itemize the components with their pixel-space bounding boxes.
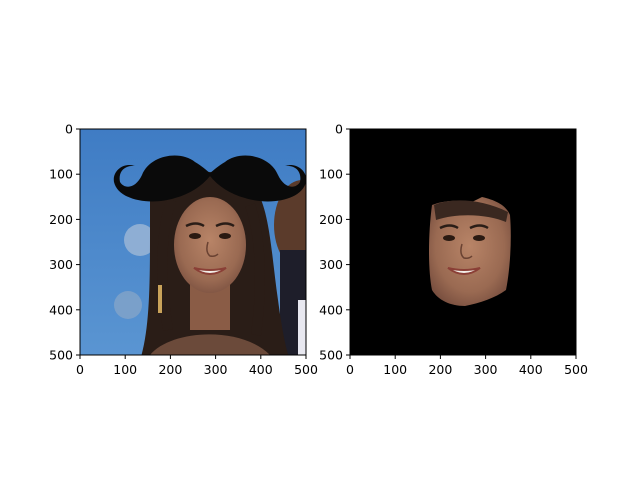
right-photo (350, 129, 576, 355)
left-x-tick-label-100: 100 (113, 362, 137, 377)
right-x-tick-label-400: 400 (519, 362, 543, 377)
left-photo (80, 129, 306, 355)
left-x-tick-label-200: 200 (158, 362, 182, 377)
left-axes-frame (79, 128, 307, 356)
right-x-tick-label-300: 300 (474, 362, 498, 377)
right-y-tick-label-400: 400 (319, 302, 343, 317)
left-y-tick-label-200: 200 (49, 212, 73, 227)
right-x-tick-label-0: 0 (346, 362, 354, 377)
left-x-tick-label-300: 300 (204, 362, 228, 377)
right-x-tick-label-100: 100 (383, 362, 407, 377)
left-y-tick-label-0: 0 (65, 122, 73, 137)
right-y-tick-label-0: 0 (335, 122, 343, 137)
right-x-tick-label-500: 500 (564, 362, 588, 377)
left-y-tick-label-100: 100 (49, 167, 73, 182)
mustache-overlay (113, 155, 306, 202)
left-x-tick-label-500: 500 (294, 362, 318, 377)
right-y-tick-label-500: 500 (319, 348, 343, 363)
right-axes-frame (349, 128, 577, 356)
right-y-tick-label-300: 300 (319, 257, 343, 272)
left-y-tick-label-500: 500 (49, 348, 73, 363)
left-y-tick-label-300: 300 (49, 257, 73, 272)
left-y-tick-label-400: 400 (49, 302, 73, 317)
right-y-tick-label-100: 100 (319, 167, 343, 182)
right-y-tick-label-200: 200 (319, 212, 343, 227)
left-x-tick-label-0: 0 (76, 362, 84, 377)
left-x-tick-label-400: 400 (249, 362, 273, 377)
right-x-tick-label-200: 200 (428, 362, 452, 377)
